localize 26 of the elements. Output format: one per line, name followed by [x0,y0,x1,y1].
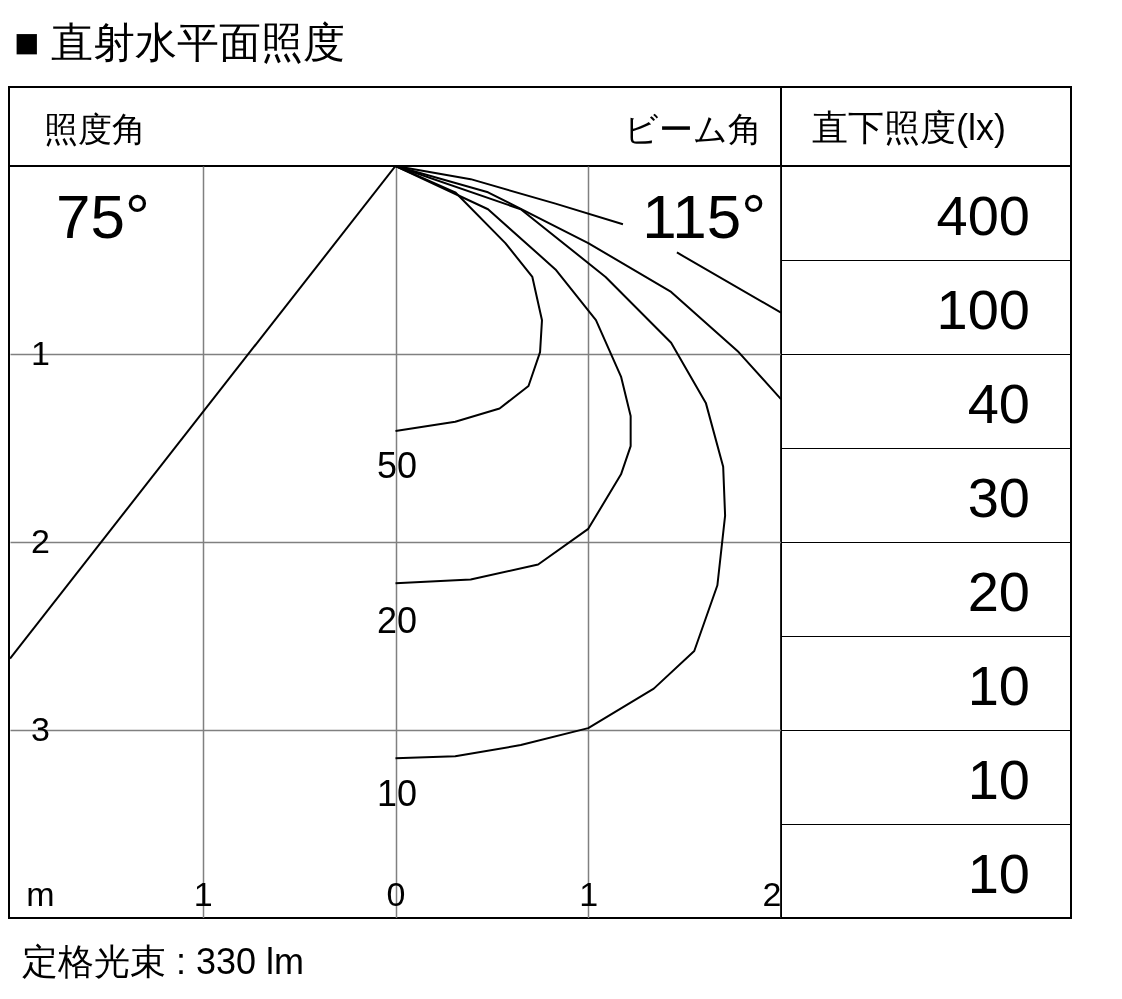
y-tick-label: 1 [31,333,50,372]
text: 10 [967,842,1030,905]
text: 定格光束 : 330 lm [22,941,305,982]
annotation: 10 [367,773,427,814]
annotation: 20 [367,600,427,641]
text: 20 [967,560,1030,623]
text: 100 [936,278,1030,341]
annotation: 115° [642,182,766,251]
y-tick-label: 3 [31,709,50,748]
text: 照度角 [44,110,146,148]
text: 30 [967,466,1030,529]
chart-title: ■ 直射水平面照度 [14,19,346,66]
text: 400 [936,184,1030,247]
text: 10 [967,748,1030,811]
text: 10 [967,654,1030,717]
x-tick-label: 1 [579,874,599,913]
text: 直下照度(lx) [812,107,1006,148]
annotation: 50 [367,445,427,486]
x-tick-label: 0 [386,874,406,913]
x-tick-label: 2 [762,874,782,913]
y-tick-label: 2 [31,521,50,560]
text: 40 [967,372,1030,435]
annotation: 75° [56,182,150,251]
x-axis-title: m [26,874,55,913]
x-tick-label: 1 [193,874,213,913]
text: ビーム角 [624,110,762,148]
